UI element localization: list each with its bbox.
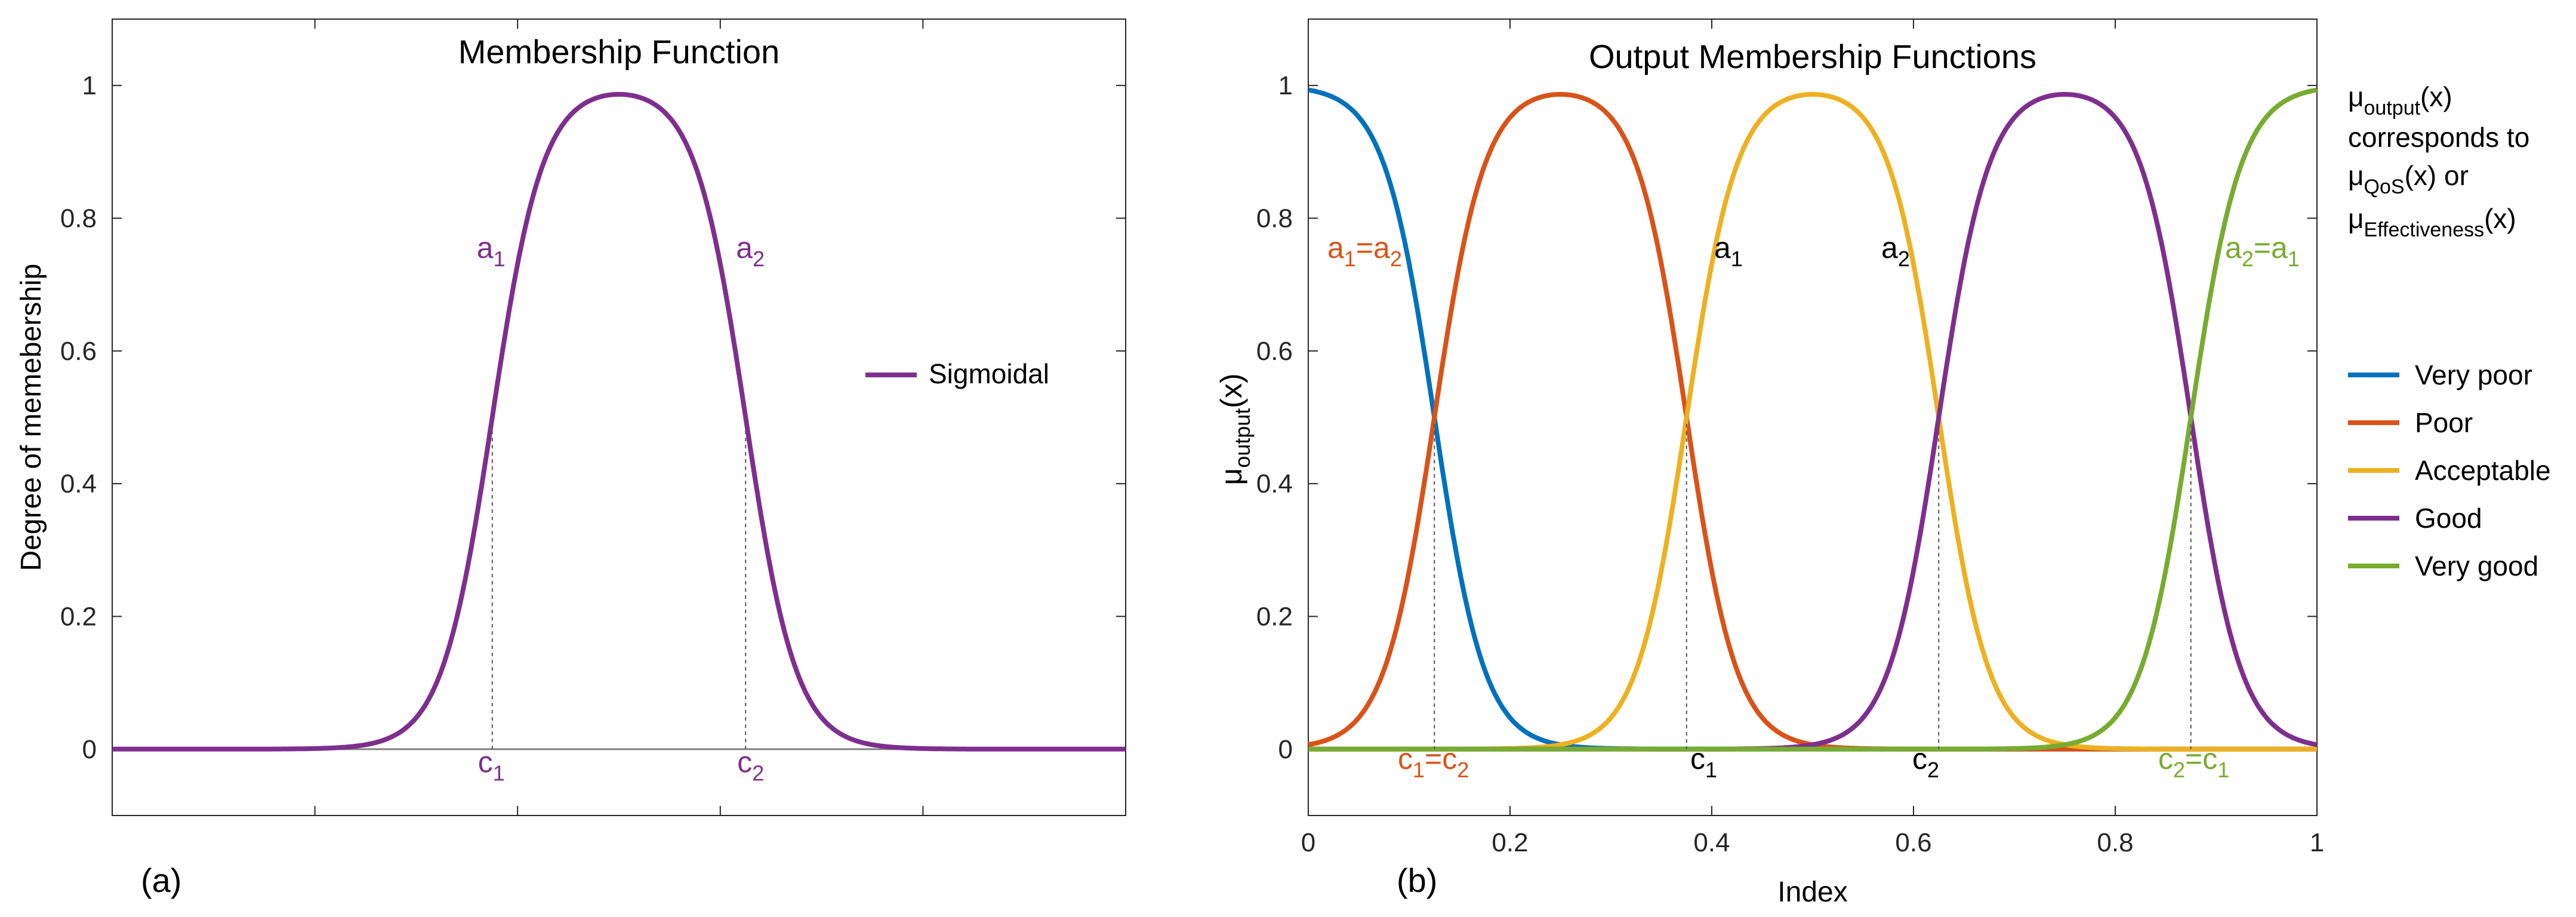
y-tick-label-b: 0.2 [1256, 602, 1293, 632]
marker-top-label-b: a2 [1881, 231, 1910, 271]
marker-bottom-label-a: c1 [478, 746, 505, 786]
series-line-sigmoidal [112, 92, 1126, 752]
legend-label-very-poor: Very poor [2415, 359, 2532, 390]
panel-label-b: (b) [1397, 861, 1437, 899]
x-tick-label-b: 0.4 [1693, 828, 1730, 857]
x-tick-label-b: 0.2 [1492, 828, 1528, 857]
x-tick-label-b: 0.6 [1895, 828, 1931, 857]
y-tick-label-b: 0.4 [1256, 469, 1293, 498]
y-tick-label-b: 0 [1278, 735, 1293, 764]
legend-label-acceptable: Acceptable [2415, 455, 2551, 486]
marker-top-label-a: a1 [477, 231, 506, 271]
series-line-very-poor [1308, 87, 2317, 752]
marker-top-label-a: a2 [736, 231, 765, 271]
y-tick-label-a: 1 [82, 71, 97, 100]
marker-bottom-label-b: c2=c1 [2158, 742, 2229, 782]
panel-label-a: (a) [141, 861, 181, 899]
series-line-good [1308, 92, 2318, 752]
series-line-very-good [1308, 87, 2318, 752]
series-line-acceptable [1308, 92, 2317, 752]
y-tick-label-a: 0.6 [60, 337, 97, 366]
marker-bottom-label-b: c2 [1912, 742, 1939, 782]
note-line-2: corresponds to [2348, 122, 2529, 153]
y-tick-label-a: 0 [82, 735, 97, 764]
note-line-3: μQoS(x) or [2348, 160, 2469, 198]
chart-title-b: Output Membership Functions [1589, 38, 2036, 75]
y-tick-label-a: 0.2 [60, 602, 97, 632]
axes-box-b [1308, 19, 2318, 816]
marker-bottom-label-b: c1=c2 [1398, 742, 1469, 782]
y-tick-label-a: 0.8 [60, 204, 97, 233]
note-line-4: μEffectiveness(x) [2348, 203, 2516, 241]
series-line-poor [1308, 92, 2317, 752]
marker-top-label-b: a1=a2 [1327, 231, 1402, 271]
marker-top-label-b: a1 [1714, 231, 1743, 271]
x-axis-label-b: Index [1777, 876, 1847, 908]
chart-title-a: Membership Function [458, 33, 779, 70]
marker-bottom-label-b: c1 [1690, 742, 1717, 782]
y-tick-label-b: 0.8 [1256, 204, 1293, 233]
x-tick-label-b: 0 [1301, 828, 1315, 857]
legend-label-sigmoidal: Sigmoidal [929, 358, 1049, 389]
x-tick-label-b: 1 [2310, 828, 2324, 857]
legend-label-good: Good [2415, 503, 2482, 534]
y-tick-label-a: 0.4 [60, 469, 97, 498]
marker-bottom-label-a: c2 [737, 746, 764, 786]
note-line-1: μoutput(x) [2348, 81, 2452, 119]
y-axis-label-a: Degree of memebership [16, 264, 47, 571]
x-tick-label-b: 0.8 [2097, 828, 2133, 857]
y-tick-label-b: 0.6 [1256, 337, 1293, 366]
marker-top-label-b: a2=a1 [2225, 231, 2300, 271]
legend-label-poor: Poor [2415, 407, 2473, 438]
axes-box-a [112, 19, 1126, 816]
y-tick-label-b: 1 [1278, 71, 1293, 100]
legend-label-very-good: Very good [2415, 550, 2538, 581]
y-axis-label-b: μoutput(x) [1215, 373, 1255, 485]
